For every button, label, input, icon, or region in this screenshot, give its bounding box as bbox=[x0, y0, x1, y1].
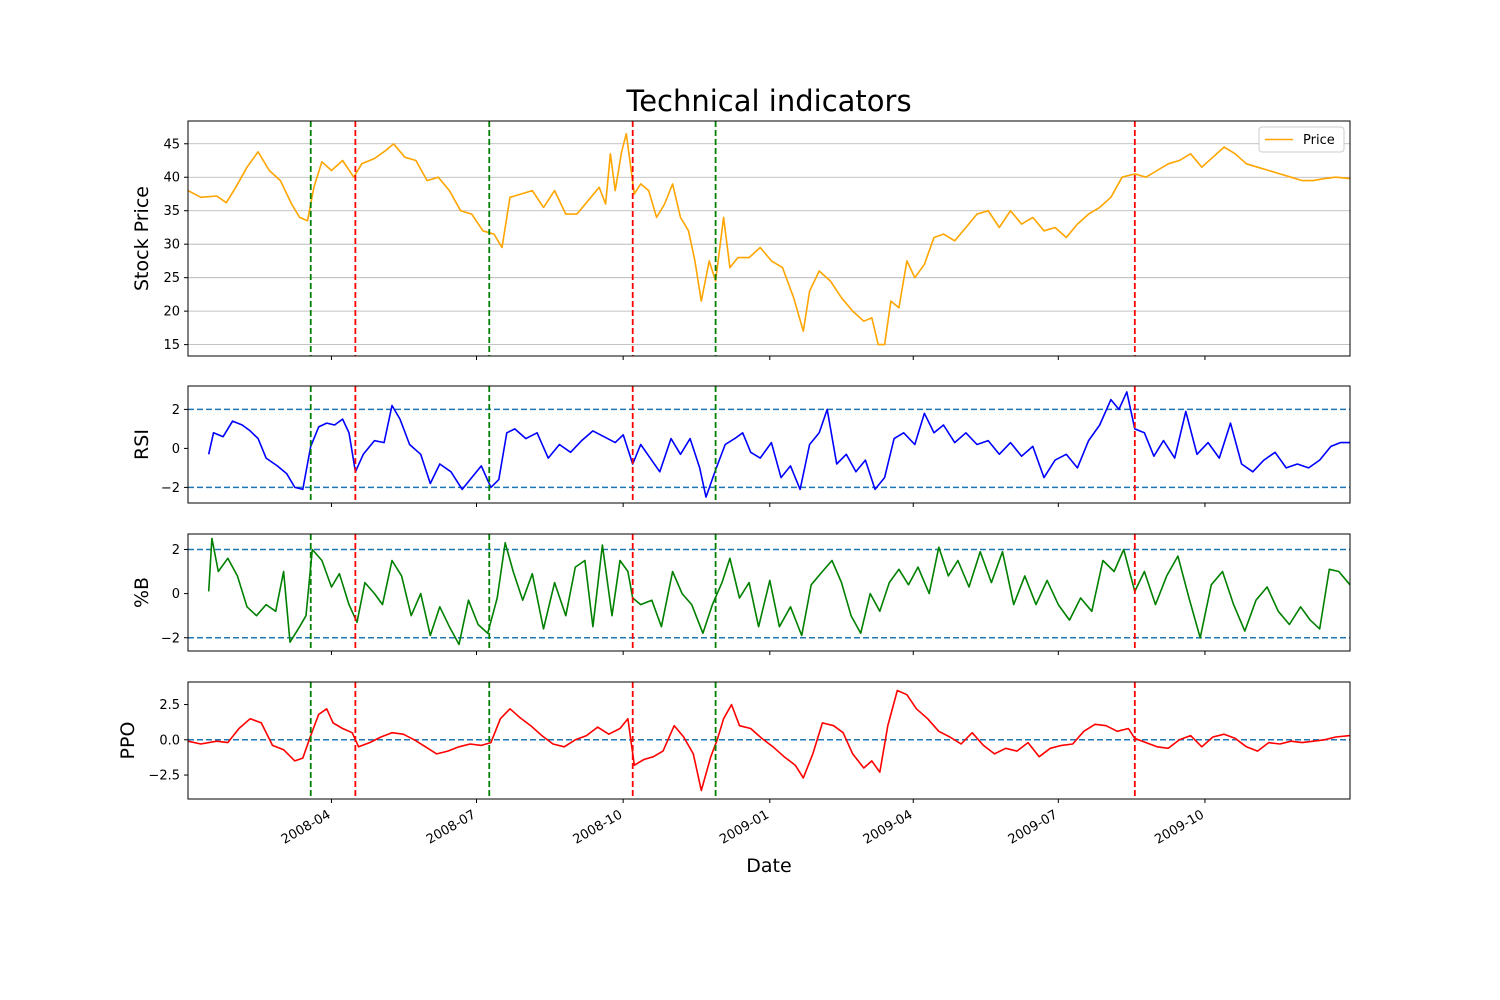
y-tick-label: 30 bbox=[163, 238, 180, 253]
x-tick-label: 2008-07 bbox=[424, 807, 479, 847]
y-tick-label: 45 bbox=[163, 137, 180, 152]
panel-rsi: −2 0 2 RSI bbox=[131, 385, 1351, 507]
chart-title: Technical indicators bbox=[625, 84, 911, 118]
price-series-line bbox=[187, 132, 1351, 346]
legend-box bbox=[1258, 126, 1345, 153]
legend-label: Price bbox=[1303, 133, 1335, 148]
y-tick-label: 0 bbox=[172, 442, 180, 457]
pctb-series-line bbox=[207, 537, 1351, 646]
y-tick-label: 25 bbox=[163, 271, 180, 286]
ppo-y-axis-label: PPO bbox=[117, 722, 139, 760]
x-tick-label: 2009-10 bbox=[1152, 807, 1207, 847]
rsi-y-axis-label: RSI bbox=[131, 429, 153, 460]
x-tick-label: 2008-10 bbox=[571, 807, 626, 847]
y-tick-label: 35 bbox=[163, 204, 180, 219]
x-tick-label: 2009-04 bbox=[861, 807, 916, 847]
y-tick-label: 0 bbox=[172, 587, 180, 602]
pctb-y-axis-label: %B bbox=[131, 577, 153, 608]
y-tick-label: 20 bbox=[163, 305, 180, 320]
legend: Price bbox=[1258, 126, 1345, 153]
panel-frame bbox=[187, 385, 1351, 504]
panel-frame bbox=[187, 681, 1351, 800]
ppo-series-line bbox=[187, 689, 1351, 792]
rsi-series-line bbox=[207, 391, 1350, 498]
price-y-axis-label: Stock Price bbox=[131, 186, 153, 291]
y-tick-label: 2.5 bbox=[159, 698, 180, 713]
y-tick-label: 2 bbox=[172, 543, 180, 558]
panel-price: 15 20 25 30 35 40 45 Stock Price Price bbox=[131, 120, 1351, 360]
y-tick-label: −2.5 bbox=[148, 769, 180, 784]
panel-frame bbox=[187, 533, 1351, 652]
x-tick-label: 2008-04 bbox=[279, 807, 334, 847]
y-tick-label: −2 bbox=[161, 481, 180, 496]
y-tick-label: 0.0 bbox=[159, 733, 180, 748]
panel-ppo: −2.5 0.0 2.5 PPO 2008-04 2008-07 2008-10 2009-0… bbox=[117, 681, 1351, 848]
panel-pctb: −2 0 2 %B bbox=[131, 533, 1351, 655]
y-tick-label: 40 bbox=[163, 171, 180, 186]
y-tick-label: 15 bbox=[163, 338, 180, 353]
x-axis-label: Date bbox=[746, 855, 791, 877]
panel-frame bbox=[187, 120, 1351, 357]
y-tick-label: 2 bbox=[172, 403, 180, 418]
x-tick-label: 2009-07 bbox=[1006, 807, 1061, 847]
y-tick-label: −2 bbox=[161, 631, 180, 646]
x-tick-label: 2009-01 bbox=[717, 807, 772, 847]
